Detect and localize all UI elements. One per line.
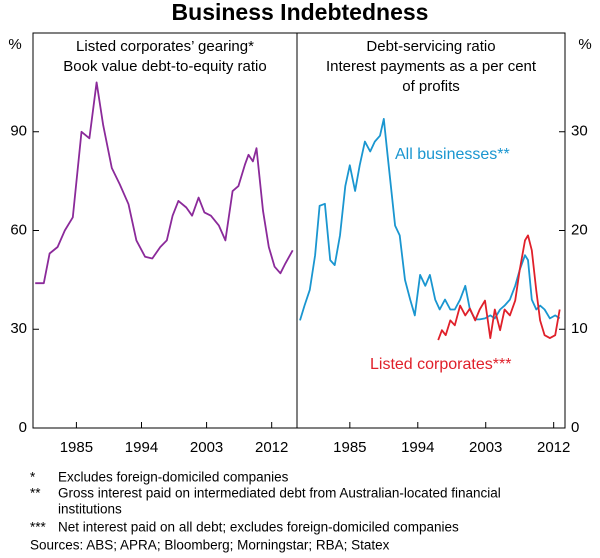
- x-tick-label: 1985: [60, 439, 93, 456]
- panel-subtitle: Book value debt-to-equity ratio: [63, 58, 266, 75]
- footnote-marker: **: [30, 486, 41, 501]
- y-tick-label: 0: [19, 419, 27, 436]
- x-tick-label: 2003: [190, 439, 223, 456]
- chart-title: Business Indebtedness: [172, 0, 429, 25]
- footnote: Gross interest paid on intermediated deb…: [58, 486, 501, 501]
- panel-title: Listed corporates’ gearing*: [76, 38, 254, 55]
- footnote-marker: *: [30, 470, 36, 485]
- footnote: Net interest paid on all debt; excludes …: [58, 520, 459, 535]
- y-tick-label: 0: [571, 419, 579, 436]
- series-label: All businesses**: [395, 146, 510, 163]
- y-tick-label: 90: [10, 123, 27, 140]
- panel-title: Debt-servicing ratio: [366, 38, 495, 55]
- y-tick-label: 20: [571, 221, 588, 238]
- x-tick-label: 2003: [469, 439, 502, 456]
- footnote: Excludes foreign-domiciled companies: [58, 470, 289, 485]
- sources: Sources: ABS; APRA; Bloomberg; Morningst…: [30, 538, 390, 553]
- panel-subtitle: of profits: [402, 78, 460, 95]
- series-label: Listed corporates***: [370, 356, 511, 373]
- y-unit-label: %: [578, 36, 591, 53]
- y-tick-label: 30: [571, 123, 588, 140]
- x-tick-label: 2012: [537, 439, 570, 456]
- x-tick-label: 2012: [255, 439, 288, 456]
- y-unit-label: %: [8, 36, 21, 53]
- x-tick-label: 1994: [125, 439, 158, 456]
- y-tick-label: 60: [10, 221, 27, 238]
- x-tick-label: 1994: [401, 439, 434, 456]
- y-tick-label: 10: [571, 320, 588, 337]
- data-line: [437, 234, 561, 341]
- y-tick-label: 30: [10, 320, 27, 337]
- data-line: [35, 81, 294, 285]
- footnote-marker: ***: [30, 520, 47, 535]
- x-tick-label: 1985: [333, 439, 366, 456]
- panel-subtitle: Interest payments as a per cent: [326, 58, 537, 75]
- footnote: institutions: [58, 502, 122, 517]
